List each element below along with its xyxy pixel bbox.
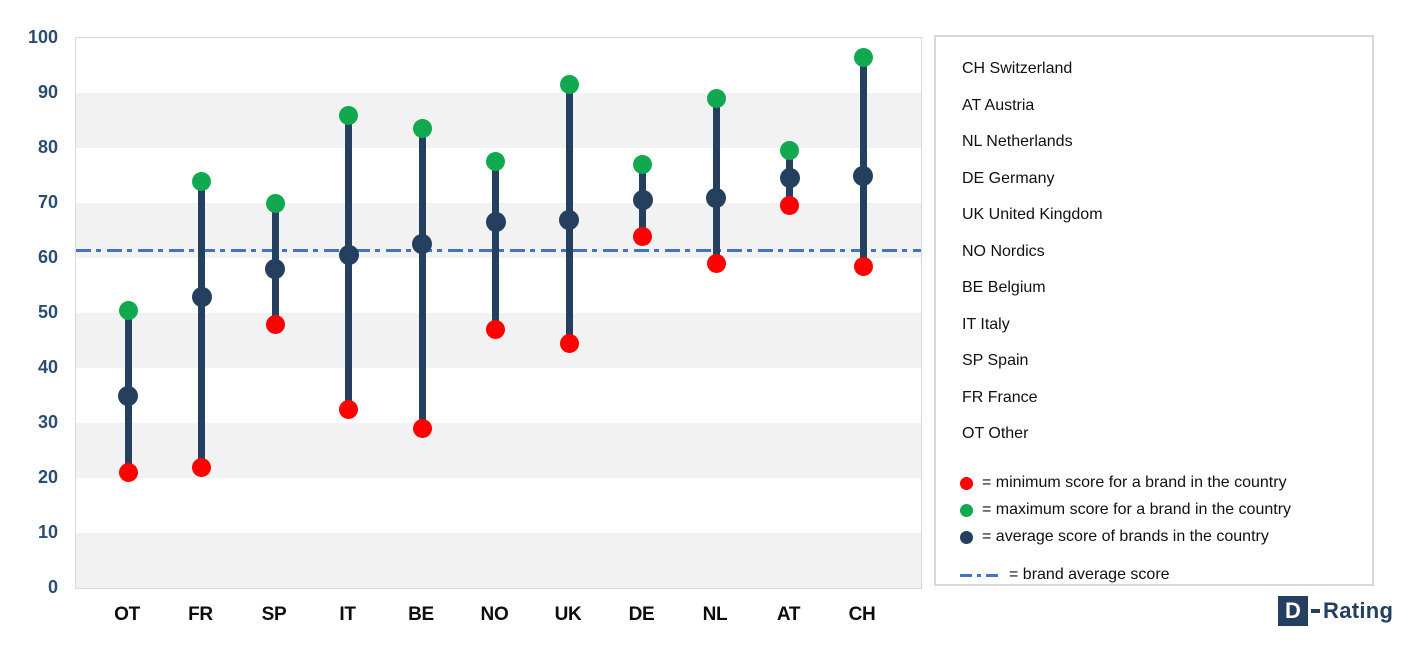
y-tick-label-10: 10	[37, 522, 58, 542]
avg-dot-ot	[118, 385, 138, 406]
avg-dot-at	[779, 168, 800, 189]
legend-country-item-be: BE Belgium	[962, 279, 1046, 297]
max-dot-sp	[265, 193, 285, 213]
min-dot-no	[486, 320, 505, 339]
avg-dot-de	[632, 190, 653, 211]
x-tick-label-de: DE	[628, 604, 655, 625]
legend-symbol-item-navy-dot: = average score of brands in the country	[960, 524, 1372, 551]
max-dot-nl	[706, 89, 726, 108]
avg-dot-it	[338, 245, 359, 266]
legend-country-list: CH Switzerland AT Austria NL Netherlands DE…	[936, 37, 1372, 453]
y-tick-label-60: 60	[37, 247, 58, 267]
green-dot-icon	[960, 503, 973, 517]
legend-country-item-sp: SP Spain	[962, 352, 1029, 370]
max-dot-fr	[192, 171, 211, 191]
max-dot-be	[412, 119, 432, 139]
legend-symbol-item-green-dot: = maximum score for a brand in the count…	[960, 497, 1372, 524]
legend-country-item-nl: NL Netherlands	[962, 133, 1073, 151]
red-dot-icon	[960, 476, 973, 490]
y-tick-label-0: 0	[47, 577, 58, 597]
legend-symbol-item-red-dot: = minimum score for a brand in the count…	[960, 470, 1372, 497]
min-dot-uk	[559, 333, 579, 353]
y-tick-label-80: 80	[37, 137, 58, 157]
legend-country-item-it: IT Italy	[962, 315, 1010, 333]
x-tick-label-no: NO	[480, 604, 509, 625]
range-bar-ch	[859, 57, 867, 267]
y-tick-label-100: 100	[27, 27, 58, 47]
legend-symbol-item-dash-dot-line: = brand average score	[960, 562, 1372, 589]
avg-dot-nl	[706, 187, 726, 208]
min-dot-sp	[265, 314, 285, 334]
avg-dot-ch	[853, 165, 873, 186]
legend-symbol-list: = minimum score for a brand in the count…	[936, 470, 1372, 589]
logo-text: Rating	[1323, 598, 1394, 623]
min-dot-be	[412, 419, 432, 438]
min-dot-it	[339, 399, 358, 419]
logo-dash	[1311, 609, 1320, 613]
legend-symbol-label: = minimum score for a brand in the count…	[982, 474, 1287, 491]
y-tick-label-90: 90	[37, 82, 58, 102]
x-tick-label-ch: CH	[848, 604, 876, 625]
max-dot-it	[339, 105, 358, 125]
avg-dot-no	[485, 212, 506, 233]
max-dot-de	[633, 155, 652, 174]
max-dot-no	[486, 152, 505, 172]
max-dot-ot	[118, 300, 138, 320]
legend-country-item-no: NO Nordics	[962, 242, 1045, 260]
x-tick-label-be: BE	[408, 604, 434, 625]
x-tick-label-nl: NL	[702, 604, 728, 625]
max-dot-uk	[559, 75, 579, 95]
x-tick-label-ot: OT	[114, 604, 140, 625]
avg-dot-fr	[191, 286, 212, 307]
min-dot-nl	[706, 254, 726, 273]
dash-dot-line-icon	[960, 573, 1000, 577]
avg-dot-sp	[265, 259, 285, 279]
y-tick-label-50: 50	[37, 302, 58, 322]
navy-dot-icon	[960, 530, 973, 544]
y-tick-label-70: 70	[37, 192, 58, 212]
legend-symbol-label: = average score of brands in the country	[982, 528, 1269, 545]
max-dot-ch	[853, 47, 873, 67]
x-tick-label-fr: FR	[188, 604, 213, 625]
legend-symbol-label: = brand average score	[1009, 566, 1170, 583]
min-dot-de	[633, 226, 652, 246]
min-dot-fr	[192, 457, 211, 477]
range-bar-be	[418, 128, 426, 429]
y-tick-label-40: 40	[37, 357, 58, 377]
y-tick-label-30: 30	[37, 412, 58, 432]
range-bar-no	[492, 161, 499, 330]
min-dot-ot	[118, 463, 138, 482]
legend-symbol-label: = maximum score for a brand in the count…	[982, 501, 1292, 518]
legend-country-item-fr: FR France	[962, 388, 1038, 406]
legend-country-item-ot: OT Other	[962, 425, 1029, 443]
legend-country-item-uk: UK United Kingdom	[962, 206, 1103, 224]
x-tick-label-sp: SP	[261, 604, 287, 625]
min-dot-ch	[853, 256, 873, 276]
legend-country-item-de: DE Germany	[962, 169, 1055, 187]
legend-country-item-at: AT Austria	[962, 96, 1035, 114]
d-rating-logo: D Rating	[1278, 596, 1393, 626]
logo-d-square: D	[1278, 596, 1308, 626]
legend-panel: CH Switzerland AT Austria NL Netherlands DE…	[934, 35, 1374, 586]
y-tick-label-20: 20	[37, 467, 58, 487]
avg-dot-uk	[559, 209, 579, 230]
avg-dot-be	[412, 234, 432, 255]
x-tick-label-at: AT	[776, 604, 801, 625]
legend-country-item-ch: CH Switzerland	[962, 60, 1073, 78]
range-bar-fr	[198, 181, 205, 467]
plot-area	[75, 37, 922, 589]
x-tick-label-uk: UK	[554, 604, 582, 625]
range-bar-nl	[712, 98, 720, 264]
max-dot-at	[780, 141, 799, 161]
min-dot-at	[780, 196, 799, 216]
x-tick-label-it: IT	[339, 604, 356, 625]
